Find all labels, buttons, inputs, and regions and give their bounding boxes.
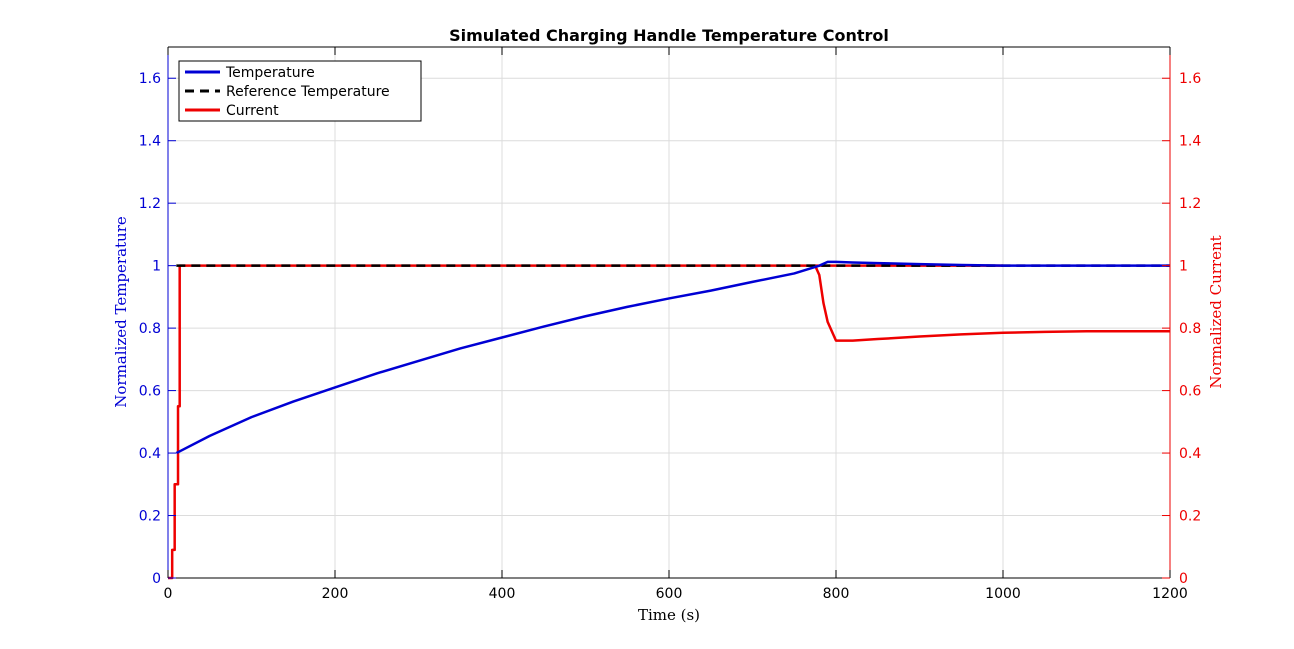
x-tick-label: 1200 [1152,586,1188,602]
x-axis-label: Time (s) [638,606,700,624]
y-tick-label-left: 1.6 [139,71,161,87]
x-tick-label: 200 [322,586,349,602]
y-tick-label-left: 1 [152,259,161,275]
y-tick-label-left: 0.8 [139,321,161,337]
y-tick-label-right: 0.4 [1179,446,1201,462]
y-tick-label-left: 1.2 [139,196,161,212]
y-tick-label-right: 1.2 [1179,196,1201,212]
x-tick-label: 1000 [985,586,1021,602]
y-axis-label-right: Normalized Current [1207,235,1225,388]
y-tick-label-left: 0.6 [139,384,161,400]
x-tick-label: 600 [656,586,683,602]
y-tick-label-left: 0.4 [139,446,161,462]
x-tick-label: 400 [489,586,516,602]
y-tick-label-right: 1.6 [1179,71,1201,87]
legend-label-reference-temperature: Reference Temperature [226,84,390,100]
y-tick-label-right: 0.2 [1179,509,1201,525]
series-line-current-regulated [813,265,1170,342]
series-line-current [168,264,1003,580]
x-tick-label: 800 [823,586,850,602]
y-axis-label-left: Normalized Temperature [112,216,130,408]
chart-title: Simulated Charging Handle Temperature Co… [449,26,889,45]
y-tick-label-right: 0 [1179,571,1188,587]
x-tick-label: 0 [164,586,173,602]
y-tick-label-left: 1.4 [139,134,161,150]
y-tick-label-right: 0.8 [1179,321,1201,337]
series-layer [168,260,1170,580]
legend-label-temperature: Temperature [225,65,315,81]
legend: Temperature Reference Temperature Curren… [178,60,422,122]
legend-label-current: Current [226,103,279,119]
ticks-layer: 0 200 400 600 800 1000 120000.20.40.60.811.21.… [139,47,1201,602]
y-tick-label-left: 0.2 [139,509,161,525]
y-tick-label-right: 0.6 [1179,384,1201,400]
series-line-temperature [175,260,1170,455]
y-tick-label-left: 0 [152,571,161,587]
y-tick-label-right: 1.4 [1179,134,1201,150]
y-tick-label-right: 1 [1179,259,1188,275]
